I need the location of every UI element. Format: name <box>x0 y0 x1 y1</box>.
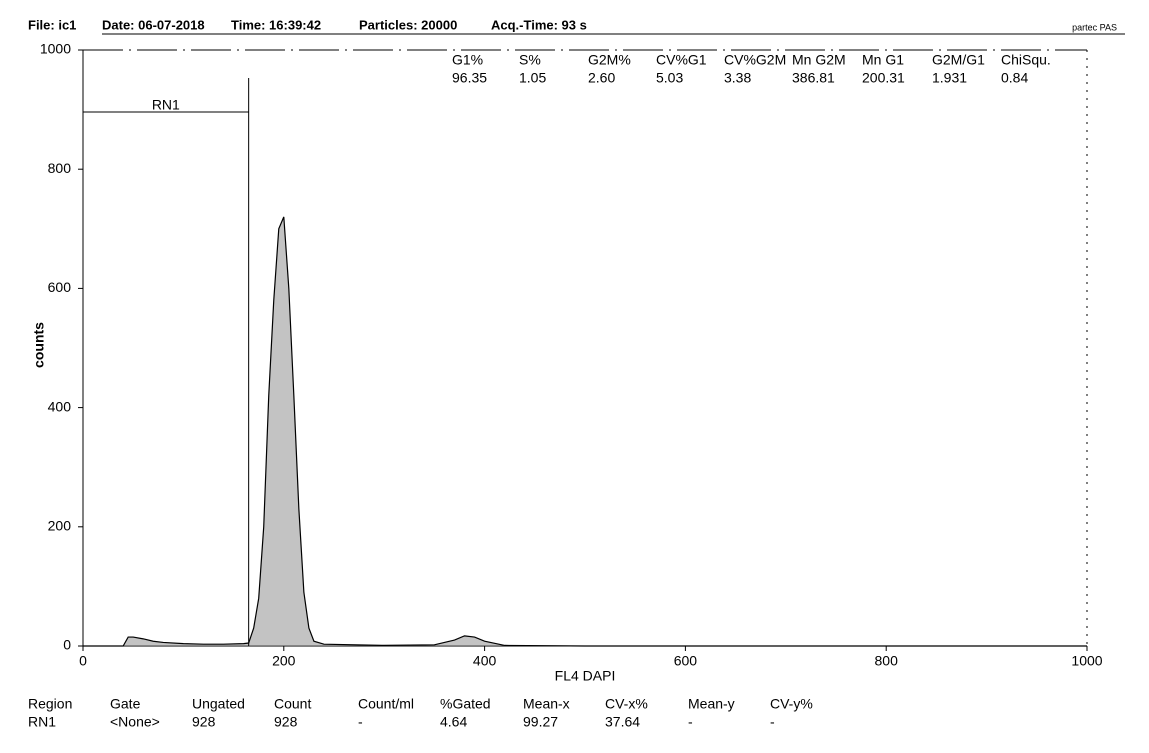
stats-header: %Gated <box>440 696 491 712</box>
x-tick-label: 0 <box>79 653 87 669</box>
fit-value: 386.81 <box>792 70 835 86</box>
stats-cell: - <box>770 714 775 730</box>
x-tick-label: 800 <box>875 653 899 669</box>
fit-header: G2M/G1 <box>932 52 985 68</box>
fit-value: 96.35 <box>452 70 487 86</box>
fit-header: Mn G1 <box>862 52 904 68</box>
stats-cell: 928 <box>274 714 298 730</box>
stats-header: Gate <box>110 696 141 712</box>
y-tick-label: 200 <box>48 518 72 534</box>
fit-value: 1.931 <box>932 70 967 86</box>
histogram <box>83 216 1087 647</box>
x-tick-label: 400 <box>473 653 497 669</box>
fit-header: CV%G2M <box>724 52 786 68</box>
stats-cell: 99.27 <box>523 714 558 730</box>
region-label: RN1 <box>152 97 180 113</box>
stats-header: Count/ml <box>358 696 414 712</box>
stats-header: CV-x% <box>605 696 648 712</box>
fit-value: 3.38 <box>724 70 751 86</box>
stats-header: Region <box>28 696 72 712</box>
stats-cell: RN1 <box>28 714 56 730</box>
stats-header: Mean-x <box>523 696 570 712</box>
time: Time: 16:39:42 <box>231 17 321 32</box>
stats-cell: 928 <box>192 714 216 730</box>
x-tick-label: 200 <box>272 653 296 669</box>
x-axis-label: FL4 DAPI <box>555 668 616 684</box>
y-tick-label: 400 <box>48 398 72 414</box>
fit-value: 0.84 <box>1001 70 1028 86</box>
x-tick-label: 1000 <box>1071 653 1102 669</box>
stats-cell: <None> <box>110 714 160 730</box>
stats-cell: - <box>688 714 693 730</box>
brand: partec PAS <box>1072 22 1117 32</box>
fit-header: Mn G2M <box>792 52 846 68</box>
y-tick-label: 800 <box>48 160 72 176</box>
file: File: ic1 <box>28 17 76 32</box>
y-tick-label: 0 <box>63 637 71 653</box>
stats-header: Mean-y <box>688 696 735 712</box>
acq-time: Acq.-Time: 93 s <box>491 17 587 32</box>
fit-value: 2.60 <box>588 70 615 86</box>
fit-header: G2M% <box>588 52 631 68</box>
fit-header: ChiSqu. <box>1001 52 1051 68</box>
fit-value: 1.05 <box>519 70 546 86</box>
fit-value: 200.31 <box>862 70 905 86</box>
stats-cell: - <box>358 714 363 730</box>
stats-cell: 37.64 <box>605 714 640 730</box>
x-tick-label: 600 <box>674 653 698 669</box>
y-axis-label: counts <box>31 322 47 368</box>
fit-header: CV%G1 <box>656 52 707 68</box>
date: Date: 06-07-2018 <box>102 17 205 32</box>
particles: Particles: 20000 <box>359 17 457 32</box>
fit-header: S% <box>519 52 541 68</box>
y-tick-label: 600 <box>48 279 72 295</box>
fit-header: G1% <box>452 52 483 68</box>
stats-header: CV-y% <box>770 696 813 712</box>
stats-header: Ungated <box>192 696 245 712</box>
stats-header: Count <box>274 696 311 712</box>
stats-cell: 4.64 <box>440 714 467 730</box>
fit-value: 5.03 <box>656 70 683 86</box>
y-tick-label: 1000 <box>40 41 71 57</box>
